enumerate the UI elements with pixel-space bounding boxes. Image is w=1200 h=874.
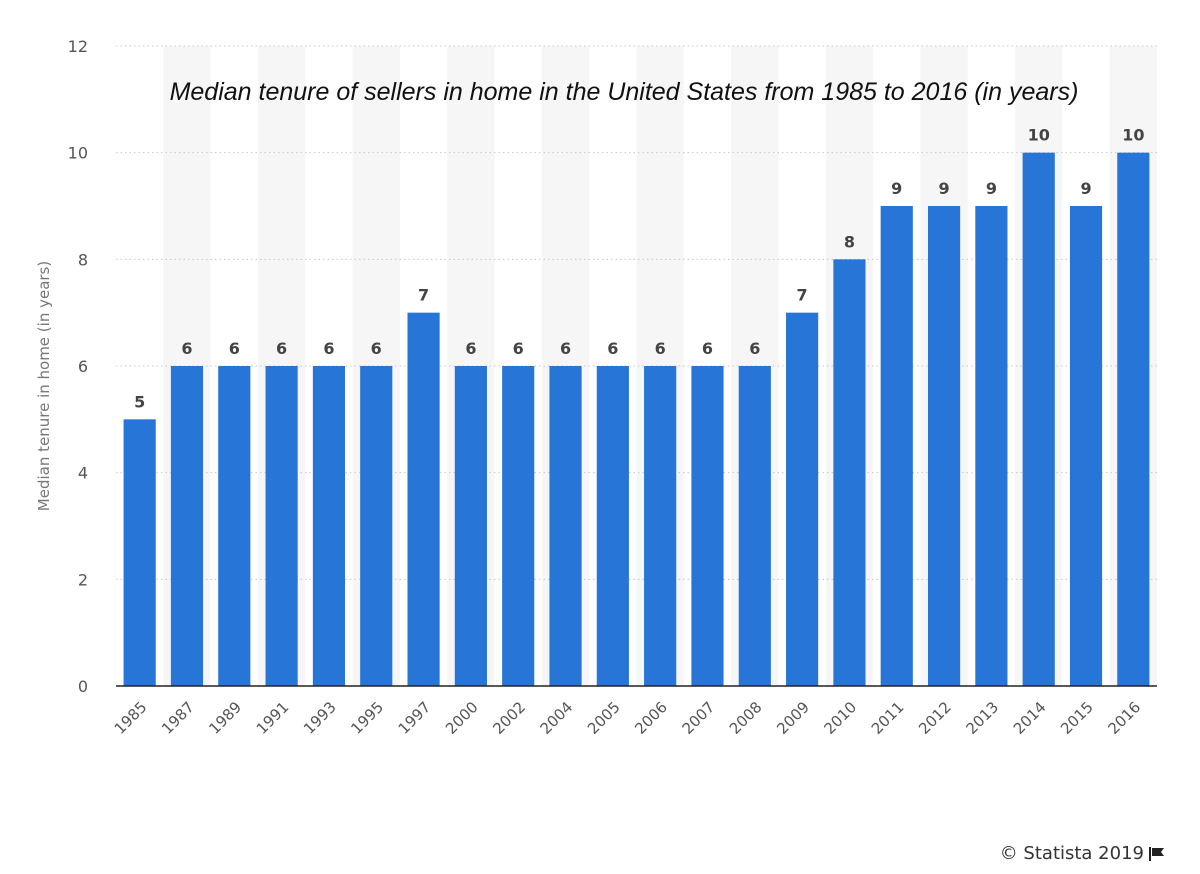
bar[interactable]	[738, 366, 771, 686]
x-tick-label: 2004	[537, 698, 577, 738]
bar[interactable]	[407, 312, 440, 686]
bar[interactable]	[360, 366, 393, 686]
bars	[123, 152, 1150, 686]
data-label: 10	[1028, 126, 1050, 145]
y-axis-title: Median tenure in home (in years)	[35, 261, 53, 511]
data-label: 6	[560, 339, 571, 358]
bar[interactable]	[549, 366, 582, 686]
data-label: 6	[181, 339, 192, 358]
x-tick-label: 2015	[1057, 698, 1097, 738]
x-tick-label: 1991	[253, 698, 293, 738]
bar[interactable]	[1069, 206, 1103, 686]
bar[interactable]	[170, 366, 204, 686]
x-tick-label: 1985	[111, 698, 151, 738]
bar[interactable]	[265, 366, 298, 686]
x-tick-label: 1995	[347, 698, 387, 738]
x-tick-label: 2011	[868, 698, 908, 738]
data-label: 6	[371, 339, 382, 358]
copyright-footer: © Statista 2019	[1000, 843, 1166, 864]
x-tick-label: 2009	[773, 698, 813, 738]
x-tick-label: 2006	[631, 698, 671, 738]
x-tick-label: 2008	[726, 698, 766, 738]
y-tick-label: 8	[78, 250, 88, 269]
x-tick-label: 2014	[1010, 698, 1050, 738]
bar[interactable]	[1022, 152, 1055, 686]
copyright-text: © Statista 2019	[999, 843, 1144, 864]
y-tick-label: 12	[68, 37, 88, 56]
x-tick-label: 1989	[205, 698, 245, 738]
data-labels: 5 6 6 6 6 6 7 6 6 6 6 6 6 6 7 8 9 9 9 10 9 10	[134, 126, 1144, 412]
bar[interactable]	[786, 312, 819, 686]
bar[interactable]	[502, 366, 535, 686]
data-label: 7	[418, 286, 429, 305]
bar[interactable]	[880, 206, 913, 686]
bar[interactable]	[312, 366, 346, 686]
data-label: 8	[844, 232, 855, 251]
data-label: 6	[229, 339, 240, 358]
data-label: 6	[749, 339, 760, 358]
bar[interactable]	[218, 366, 251, 686]
bar[interactable]	[691, 366, 724, 686]
bar[interactable]	[454, 366, 487, 686]
chart-title: Median tenure of sellers in home in the …	[170, 78, 1079, 106]
data-label: 6	[465, 339, 476, 358]
y-tick-label: 0	[78, 677, 88, 696]
bar[interactable]	[596, 366, 629, 686]
x-tick-label: 2012	[915, 698, 955, 738]
data-label: 6	[513, 339, 524, 358]
bar[interactable]	[123, 419, 156, 686]
x-tick-label: 1987	[158, 698, 198, 738]
bar[interactable]	[833, 259, 866, 686]
data-label: 5	[134, 392, 145, 411]
x-tick-label: 2002	[489, 698, 529, 738]
bar[interactable]	[1117, 152, 1150, 686]
data-label: 6	[276, 339, 287, 358]
x-tick-label: 1993	[300, 698, 340, 738]
data-label: 9	[938, 179, 949, 198]
data-label: 6	[702, 339, 713, 358]
x-tick-label: 2010	[821, 698, 861, 738]
y-tick-label: 2	[78, 570, 88, 589]
data-label: 9	[1080, 179, 1091, 198]
x-tick-label: 2005	[584, 698, 624, 738]
data-label: 10	[1122, 126, 1144, 145]
data-label: 6	[607, 339, 618, 358]
x-tick-label: 2007	[679, 698, 719, 738]
x-tick-label: 2000	[442, 698, 482, 738]
x-tick-label: 2016	[1104, 698, 1144, 738]
data-label: 9	[891, 179, 902, 198]
bar[interactable]	[975, 206, 1008, 686]
y-tick-label: 6	[78, 357, 88, 376]
flag-icon[interactable]	[1148, 846, 1166, 862]
x-tick-label: 2013	[962, 698, 1002, 738]
data-label: 6	[655, 339, 666, 358]
bar[interactable]	[927, 206, 961, 686]
x-tick-label: 1997	[395, 698, 435, 738]
data-label: 7	[797, 286, 808, 305]
data-label: 6	[323, 339, 334, 358]
x-axis-ticks: 1985 1987 1989 1991 1993 1995 1997 2000 2002 2004…	[111, 698, 1144, 738]
y-tick-label: 10	[68, 144, 88, 163]
bar[interactable]	[644, 366, 677, 686]
y-axis-ticks: 0 2 4 6 8 10 12	[68, 37, 88, 696]
data-label: 9	[986, 179, 997, 198]
y-tick-label: 4	[78, 464, 88, 483]
